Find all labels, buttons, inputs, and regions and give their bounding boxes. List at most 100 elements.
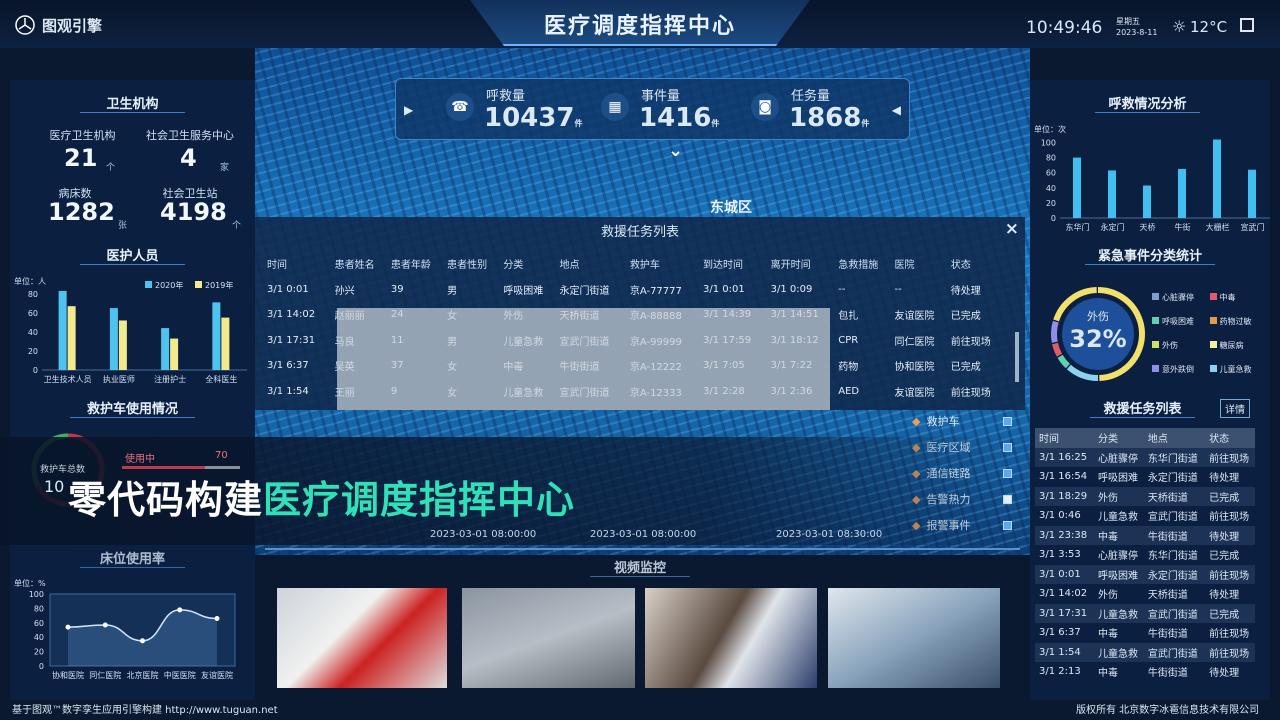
table-cell: 待处理 [1209, 531, 1240, 543]
bed-line-chart: 单位：% 0 20 40 60 80 100 协和医院 同仁医院 北京医院 中医医院 友谊医院 [14, 578, 236, 680]
table-row[interactable]: 3/1 0:01 呼吸困难 永定门街道 前往现场 [1035, 564, 1255, 584]
table-cell: 3/1 0:01 [267, 283, 309, 295]
video-feed-1[interactable] [277, 588, 447, 688]
kpi-label: 任务量 [791, 89, 831, 104]
video-feed-3[interactable] [645, 588, 817, 688]
table-row[interactable]: 3/1 1:54 儿童急救 宣武门街道 前往现场 [1035, 642, 1255, 662]
legend-label: 心脏骤停 [1162, 293, 1194, 302]
calls-bar-chart: 单位：次 0 20 40 60 80 100 东华门 永定门 天桥 牛街 大栅栏 宣武门 [1034, 124, 1270, 232]
table-row[interactable]: 3/1 6:37 中毒 牛街街道 前往现场 [1035, 623, 1255, 643]
table-row[interactable]: 3/1 18:29 外伤 天桥街道 已完成 [1035, 486, 1255, 506]
ambulance-total-label: 救护车总数 [40, 465, 86, 475]
table-cell: 39 [390, 283, 404, 295]
table-row[interactable]: 3/1 17:31 儿童急救 宣武门街道 已完成 [1035, 603, 1255, 623]
stat-unit: 家 [220, 163, 230, 173]
y-tick-label: 100 [29, 590, 44, 599]
legend-swatch [1209, 317, 1217, 324]
kpi-value: 1416件 [639, 103, 720, 133]
layer-checkbox[interactable] [1003, 416, 1012, 426]
timeline-label: 2023-03-01 08:00:00 [590, 529, 697, 540]
x-tick-label: 卫生技术人员 [44, 374, 92, 384]
y-tick-label: 20 [34, 648, 44, 657]
bar [1073, 157, 1081, 218]
layer-toggle[interactable]: ◆ 救护车 [912, 413, 1012, 429]
unit-label: 单位：% [14, 578, 46, 588]
legend-swatch [1152, 341, 1159, 348]
table-cell: 3/1 16:25 [1039, 451, 1088, 463]
table-cell: 已完成 [1209, 609, 1240, 621]
exit-icon[interactable] [1240, 18, 1254, 32]
donut-slice [1097, 287, 1145, 381]
column-header: 急救措施 [838, 260, 879, 272]
table-cell: 3/1 0:46 [1039, 510, 1081, 522]
x-tick-label: 北京医院 [127, 670, 159, 680]
column-header: 地点 [559, 260, 580, 272]
details-button[interactable]: 详情 [1220, 399, 1250, 418]
table-cell: 永定门街道 [559, 285, 610, 297]
table-row[interactable]: 3/1 14:02 外伤 天桥街道 待处理 [1035, 584, 1255, 604]
table-row[interactable]: 3/1 23:38 中毒 牛街街道 待处理 [1035, 525, 1255, 545]
table-row[interactable]: 3/1 2:13 中毒 牛街街道 待处理 [1035, 662, 1255, 682]
layer-label: 救护车 [926, 415, 960, 428]
section-title-tasks: 救援任务列表 [1090, 398, 1195, 418]
video-feed-2[interactable] [462, 588, 635, 688]
table-cell: 牛街街道 [1147, 668, 1188, 680]
legend-label: 2020年 [155, 280, 183, 290]
chevron-down-icon[interactable]: ⌄ [668, 140, 684, 161]
stat-value: 21 [64, 144, 98, 172]
legend-label: 意外跌倒 [1162, 365, 1194, 374]
legend-swatch [195, 281, 202, 288]
table-cell: 3/1 23:38 [1039, 529, 1088, 541]
table-row[interactable]: 3/1 3:53 心脏骤停 东华门街道 已完成 [1035, 545, 1255, 565]
table-cell: 前往现场 [1209, 648, 1250, 660]
timeline-label: 2023-03-01 08:00:00 [430, 529, 537, 540]
table-row[interactable]: 3/1 0:46 儿童急救 宣武门街道 前往现场 [1035, 506, 1255, 526]
next-arrow-icon[interactable]: ◀ [891, 103, 901, 117]
table-cell: 永定门街道 [1147, 570, 1198, 582]
y-tick-label: 0 [1051, 214, 1056, 223]
section-title-beds: 床位使用率 [80, 548, 185, 568]
x-tick-label: 永定门 [1101, 222, 1125, 232]
table-cell: 中毒 [1098, 531, 1119, 543]
y-tick-label: 100 [1041, 139, 1056, 148]
table-row[interactable]: 3/1 0:01 孙兴 39 男 呼吸困难 永定门街道 京A-77777 3/1 0:01 3/… [267, 277, 1007, 303]
table-cell: 3/1 6:37 [267, 360, 309, 372]
table-cell: AED [838, 385, 860, 397]
close-icon[interactable]: × [1004, 219, 1019, 239]
video-feed-4[interactable] [828, 588, 1000, 688]
scrollbar[interactable] [1015, 332, 1019, 382]
y-tick-label: 40 [34, 633, 44, 642]
table-row[interactable]: 3/1 16:54 呼吸困难 永定门街道 待处理 [1035, 467, 1255, 487]
table-cell: 心脏骤停 [1098, 453, 1139, 465]
table-cell: 东华门街道 [1147, 551, 1198, 563]
table-cell: 儿童急救 [1098, 609, 1139, 621]
timeline-slider[interactable] [265, 548, 1020, 550]
layer-icon: ◆ [912, 414, 921, 428]
kpi-value: 10437件 [484, 103, 583, 133]
bar [1143, 185, 1151, 218]
column-header: 到达时间 [703, 260, 744, 272]
prev-arrow-icon[interactable]: ▶ [404, 103, 414, 117]
table-cell: 已完成 [1209, 551, 1240, 563]
legend-swatch [1209, 341, 1217, 348]
legend-swatch [1209, 293, 1217, 300]
table-cell: 已完成 [950, 362, 981, 374]
bar [67, 306, 76, 370]
staff-bar-chart: 单位：人 0 20 40 60 80 卫生技术人员 执业医师 注册护士 全科医生 2020年 2019… [14, 276, 247, 384]
table-cell: 同仁医院 [894, 336, 935, 348]
table-cell: 前往现场 [950, 387, 991, 399]
table-cell: 呼吸困难 [1098, 570, 1139, 582]
section-title-calls: 呼救情况分析 [1095, 93, 1200, 113]
y-tick-label: 20 [28, 347, 38, 356]
clock: 10:49:46 [1026, 18, 1103, 38]
x-tick-label: 中医医院 [164, 670, 196, 680]
x-tick-label: 全科医生 [205, 374, 237, 384]
table-cell: 3/1 6:37 [1039, 627, 1081, 639]
legend-swatch [1152, 293, 1159, 300]
table-cell: 待处理 [950, 285, 981, 297]
table-cell: 牛街街道 [1147, 629, 1188, 641]
table-cell: 京A-77777 [629, 285, 682, 297]
table-row[interactable]: 3/1 16:25 心脏骤停 东华门街道 前往现场 [1035, 447, 1255, 467]
legend-item: 糖尿病 [1209, 340, 1268, 351]
y-tick-label: 60 [28, 309, 38, 318]
